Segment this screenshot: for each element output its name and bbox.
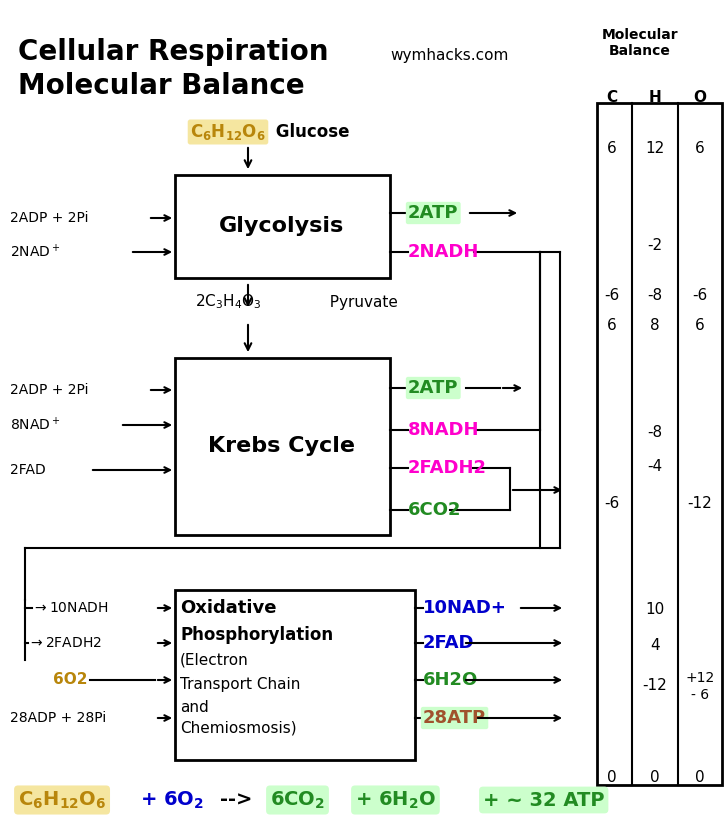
Text: $\mathregular{C_6H_{12}O_6}$: $\mathregular{C_6H_{12}O_6}$: [18, 789, 106, 811]
Text: 6CO2: 6CO2: [408, 501, 462, 519]
Text: + $\mathregular{6H_2O}$: + $\mathregular{6H_2O}$: [355, 789, 436, 811]
Text: 0: 0: [650, 770, 660, 785]
Text: Chemiosmosis): Chemiosmosis): [180, 720, 297, 736]
Text: 2ADP + 2Pi: 2ADP + 2Pi: [10, 211, 89, 225]
Text: 0: 0: [695, 770, 704, 785]
Text: 2NADH: 2NADH: [408, 243, 479, 261]
Text: Phosphorylation: Phosphorylation: [180, 626, 333, 644]
Text: 4: 4: [650, 638, 660, 653]
Text: and: and: [180, 700, 209, 714]
Text: Glycolysis: Glycolysis: [220, 216, 345, 236]
Text: - 6: - 6: [691, 688, 709, 702]
Text: 28ADP + 28Pi: 28ADP + 28Pi: [10, 711, 106, 725]
Text: + ~ 32 ATP: + ~ 32 ATP: [483, 791, 604, 810]
Text: $\mathregular{6CO_2}$: $\mathregular{6CO_2}$: [270, 789, 325, 811]
Text: $\mathregular{2C_3H_4O_3}$: $\mathregular{2C_3H_4O_3}$: [195, 293, 262, 311]
Text: 6: 6: [695, 318, 705, 332]
Text: 8: 8: [650, 318, 660, 332]
Bar: [175, 175, 390, 278]
Text: Balance: Balance: [609, 44, 671, 58]
Text: 2ATP: 2ATP: [408, 204, 459, 222]
Text: -4: -4: [648, 458, 662, 473]
Text: 2ATP: 2ATP: [408, 379, 459, 397]
Text: wymhacks.com: wymhacks.com: [390, 48, 508, 63]
Text: -6: -6: [604, 495, 619, 510]
Text: -6: -6: [604, 287, 619, 303]
Bar: [175, 358, 390, 535]
Text: Pyruvate: Pyruvate: [320, 295, 398, 309]
Text: -6: -6: [692, 287, 707, 303]
Text: 6: 6: [607, 318, 617, 332]
Text: Krebs Cycle: Krebs Cycle: [209, 436, 356, 456]
Text: -8: -8: [648, 425, 662, 439]
Text: -2: -2: [648, 238, 662, 253]
Text: Cellular Respiration: Cellular Respiration: [18, 38, 329, 66]
Text: 2FAD: 2FAD: [10, 463, 46, 477]
Text: $\mathregular{C_6H_{12}O_6}$: $\mathregular{C_6H_{12}O_6}$: [190, 122, 266, 142]
Text: Glucose: Glucose: [270, 123, 350, 141]
Text: 28ATP: 28ATP: [423, 709, 486, 727]
Text: 10: 10: [646, 602, 664, 617]
Text: Transport Chain: Transport Chain: [180, 677, 300, 692]
Text: 2NAD$^+$: 2NAD$^+$: [10, 244, 60, 261]
Bar: [597, 103, 722, 785]
Text: 0: 0: [607, 770, 616, 785]
Text: 8NAD$^+$: 8NAD$^+$: [10, 416, 60, 434]
Text: 6: 6: [695, 141, 705, 156]
Text: 12: 12: [646, 141, 664, 156]
Text: +12: +12: [686, 671, 715, 685]
Text: -8: -8: [648, 287, 662, 303]
Text: O: O: [694, 90, 707, 105]
Text: Molecular: Molecular: [602, 28, 678, 42]
Text: Molecular Balance: Molecular Balance: [18, 72, 305, 100]
Text: (Electron: (Electron: [180, 653, 249, 667]
Text: $\rightarrow$2FADH2: $\rightarrow$2FADH2: [28, 636, 102, 650]
Text: 6H2O: 6H2O: [423, 671, 478, 689]
Bar: [175, 590, 415, 760]
Text: 10NAD+: 10NAD+: [423, 599, 507, 617]
Text: 2ADP + 2Pi: 2ADP + 2Pi: [10, 383, 89, 397]
Text: 2FADH2: 2FADH2: [408, 459, 487, 477]
Text: 2FAD: 2FAD: [423, 634, 475, 652]
Text: 8NADH: 8NADH: [408, 421, 480, 439]
Text: -12: -12: [643, 677, 667, 692]
Text: 6O2: 6O2: [53, 672, 87, 687]
Text: 6: 6: [607, 141, 617, 156]
Text: H: H: [648, 90, 662, 105]
Text: -12: -12: [688, 495, 712, 510]
Text: $\rightarrow$10NADH: $\rightarrow$10NADH: [32, 601, 108, 615]
Text: Oxidative: Oxidative: [180, 599, 276, 617]
Text: + $\mathregular{6O_2}$: + $\mathregular{6O_2}$: [140, 789, 204, 811]
Text: C: C: [606, 90, 617, 105]
Text: -->: -->: [220, 791, 252, 810]
